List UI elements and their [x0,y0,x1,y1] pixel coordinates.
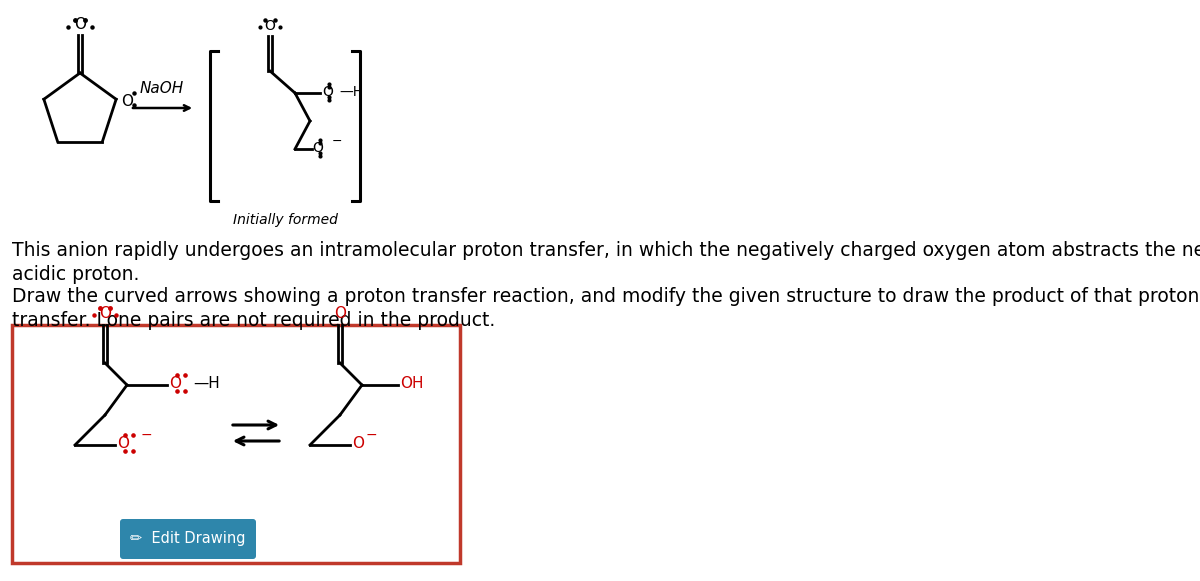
Text: This anion rapidly undergoes an intramolecular proton transfer, in which the neg: This anion rapidly undergoes an intramol… [12,241,1200,260]
Text: Initially formed: Initially formed [233,213,337,227]
Text: ✏  Edit Drawing: ✏ Edit Drawing [131,532,246,547]
Text: O: O [312,141,323,155]
Text: O: O [169,375,181,390]
Text: O: O [322,85,332,99]
Text: O: O [334,306,346,321]
Text: O: O [352,436,364,450]
Text: −: − [332,134,342,148]
Text: O: O [118,436,130,450]
Text: OH: OH [400,375,424,390]
Text: O: O [121,94,133,109]
Text: O: O [264,19,276,33]
Text: O: O [98,306,112,321]
FancyBboxPatch shape [120,519,256,559]
Text: Draw the curved arrows showing a proton transfer reaction, and modify the given : Draw the curved arrows showing a proton … [12,287,1199,306]
Text: NaOH: NaOH [140,81,184,96]
Text: O: O [74,17,86,32]
Text: —H: —H [193,375,220,390]
Text: −: − [366,428,378,442]
Text: transfer. Lone pairs are not required in the product.: transfer. Lone pairs are not required in… [12,311,496,330]
Bar [12,325,460,563]
Text: —H: —H [340,85,364,99]
Text: −: − [142,428,152,442]
Text: acidic proton.: acidic proton. [12,265,139,284]
